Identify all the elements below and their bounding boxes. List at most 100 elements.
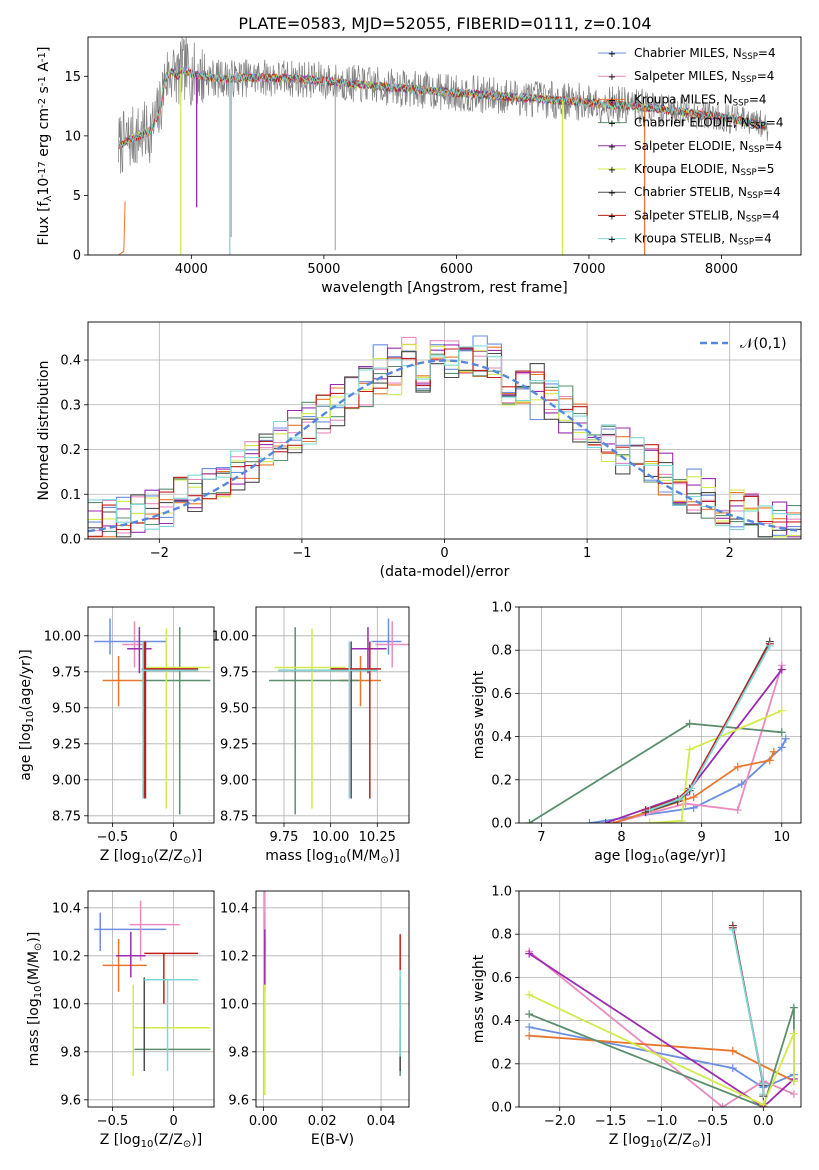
legend-marker: +: [608, 188, 616, 199]
legend-label: Kroupa ELODIE, NSSP=5: [634, 162, 774, 178]
mass-weight-marker: [585, 819, 594, 823]
weight_vs_age-ylabel: mass weight: [471, 670, 487, 759]
residuals-plot-area: [88, 335, 801, 538]
mass_vs_Z-ytick-label: 10.0: [52, 997, 81, 1012]
age_vs_mass-xtick-label: 9.75: [270, 830, 299, 845]
mass-weight-marker: [728, 925, 737, 934]
mass-weight-marker: [728, 1064, 737, 1073]
legend-marker: +: [608, 165, 616, 176]
residuals-frame: [87, 321, 802, 540]
mass_vs_ebv-ytick-label: 10.2: [220, 949, 249, 964]
mass-weight-marker: [675, 795, 684, 804]
weight_vs_age-ytick-label: 0.0: [491, 817, 512, 832]
age_vs_Z-ytick-label: 9.75: [52, 665, 81, 680]
age_vs_Z-frame: [87, 606, 215, 824]
mass-weight-marker: [728, 1046, 737, 1055]
spectrum-ytick-label: 0: [73, 249, 81, 264]
mass_vs_Z-panel: −0.5 0 9.6 9.8 10.0 10.2 10.4 Z [log10(Z/Z⊙)] ma…: [26, 890, 215, 1150]
legend-marker: +: [608, 211, 616, 222]
residuals-ytick-label: 0.1: [60, 488, 81, 503]
mass-weight-marker: [777, 665, 786, 674]
age_vs_mass-ytick-label: 8.75: [220, 809, 249, 824]
mass-weight-marker: [765, 641, 774, 650]
weight_vs_age-xtick-label: 10: [773, 830, 790, 845]
weight_vs_Z-panel: −2.0 −1.5 −1.0 −0.5 0.0 0.0 0.2 0.4 0.6 0.8 1.0 Z […: [471, 885, 802, 1150]
legend-label: Kroupa STELIB, NSSP=4: [634, 232, 772, 248]
mass-weight-marker: [781, 734, 790, 743]
spectrum-ytick-label: 15: [64, 70, 81, 85]
mass_vs_ebv-ytick-label: 9.8: [228, 1045, 249, 1060]
mass-weight-marker: [789, 1077, 798, 1086]
mass_vs_Z-xtick-label: 0: [169, 1114, 177, 1129]
legend-marker: +: [608, 119, 616, 130]
weight_vs_age-ytick-label: 0.6: [491, 687, 512, 702]
mass-weight-marker: [645, 806, 654, 815]
age_vs_Z-xtick-label: 0: [169, 830, 177, 845]
residuals-xtick-label: 1: [583, 546, 591, 561]
weight_vs_Z-ytick-label: 0.8: [491, 928, 512, 943]
weight_vs_Z-xtick-label: 0.0: [753, 1114, 774, 1129]
spectrum-xtick-label: 4000: [175, 262, 208, 277]
legend-marker: +: [608, 72, 616, 83]
spectrum-model-line: [118, 67, 768, 147]
mass_vs_ebv-panel: 0.00 0.02 0.04 9.6 9.8 10.0 10.2 10.4 E(B-V): [220, 890, 410, 1148]
legend-marker: +: [608, 49, 616, 60]
mass-weight-marker: [759, 1090, 768, 1099]
weight_vs_age-panel: 7 8 9 10 0.0 0.2 0.4 0.6 0.8 1.0 age [log10(age/yr…: [471, 601, 802, 866]
spectrum-panel: 4000 5000 6000 7000 8000 0 5 10 15 wavelength [An…: [36, 36, 802, 296]
age_vs_mass-ytick-label: 9.50: [220, 701, 249, 716]
residuals-ytick-label: 0.4: [60, 354, 81, 369]
mass_vs_ebv-grid: [256, 891, 409, 1107]
mass-weight-marker: [645, 819, 654, 823]
mass-weight-marker: [685, 719, 694, 728]
mass_vs_ebv-ytick-label: 9.6: [228, 1093, 249, 1108]
mass-weight-marker: [677, 816, 686, 823]
mass-weight-marker: [687, 784, 696, 793]
spectrum-xtick-label: 7000: [572, 262, 605, 277]
age_vs_Z-ytick-label: 8.75: [52, 809, 81, 824]
spectrum-frame: [87, 36, 802, 256]
mass-weight-marker: [689, 793, 698, 802]
mass-weight-line: [649, 709, 783, 823]
legend-label: Chabrier ELODIE, NSSP=4: [634, 116, 783, 132]
mass-weight-marker: [789, 1090, 798, 1099]
age_vs_Z-plot-area: [94, 618, 211, 815]
age_vs_mass-panel: 9.75 10.00 10.25 8.75 9.00 9.25 9.50 9.75 10.00 m…: [212, 606, 410, 866]
mass_vs_ebv-plot-area: [264, 891, 401, 1095]
mass_vs_ebv-xlabel: E(B-V): [311, 1132, 354, 1148]
age_vs_Z-ytick-label: 10.00: [44, 629, 81, 644]
spectrum-ylabel: Flux [fλ10-17 erg cm-2 s-1 A-1]: [36, 47, 54, 246]
weight_vs_Z-xtick-label: −1.0: [646, 1114, 678, 1129]
weight_vs_Z-ytick-label: 0.2: [491, 1057, 512, 1072]
mass-weight-marker: [525, 1031, 534, 1040]
mass-weight-marker: [769, 747, 778, 756]
spectrum-plot-area: [118, 37, 769, 255]
mass_vs_Z-ytick-label: 10.4: [52, 901, 81, 916]
mass_vs_Z-grid: [88, 891, 214, 1107]
weight_vs_age-xtick-label: 9: [698, 830, 706, 845]
weight_vs_age-ytick-label: 0.4: [491, 730, 512, 745]
spectrum-ytick-label: 5: [73, 189, 81, 204]
weight_vs_Z-xlabel: Z [log10(Z/Z⊙)]: [609, 1132, 711, 1150]
residual-histogram: [88, 347, 801, 537]
mass-weight-line: [528, 952, 795, 1107]
mass-weight-marker: [525, 1023, 534, 1032]
age_vs_mass-plot-area: [269, 618, 409, 815]
weight_vs_Z-ytick-label: 0.6: [491, 971, 512, 986]
weight_vs_age-xtick-label: 7: [537, 830, 545, 845]
age_vs_mass-xlabel: mass [log10(M/M⊙)]: [265, 848, 400, 866]
age_vs_mass-ytick-label: 9.75: [220, 665, 249, 680]
age_vs_mass-grid: [256, 607, 409, 823]
mass-weight-line: [645, 643, 771, 811]
weight_vs_Z-ytick-label: 1.0: [491, 885, 512, 900]
residuals-ytick-label: 0.3: [60, 398, 81, 413]
legend-label: Chabrier MILES, NSSP=4: [634, 46, 776, 62]
residuals-xtick-label: −2: [150, 546, 169, 561]
mass_vs_ebv-frame: [255, 890, 410, 1108]
mass_vs_ebv-ytick-label: 10.0: [220, 997, 249, 1012]
weight_vs_Z-xtick-label: −1.5: [595, 1114, 627, 1129]
mass-weight-marker: [789, 1029, 798, 1038]
weight_vs_Z-xtick-label: −2.0: [544, 1114, 576, 1129]
